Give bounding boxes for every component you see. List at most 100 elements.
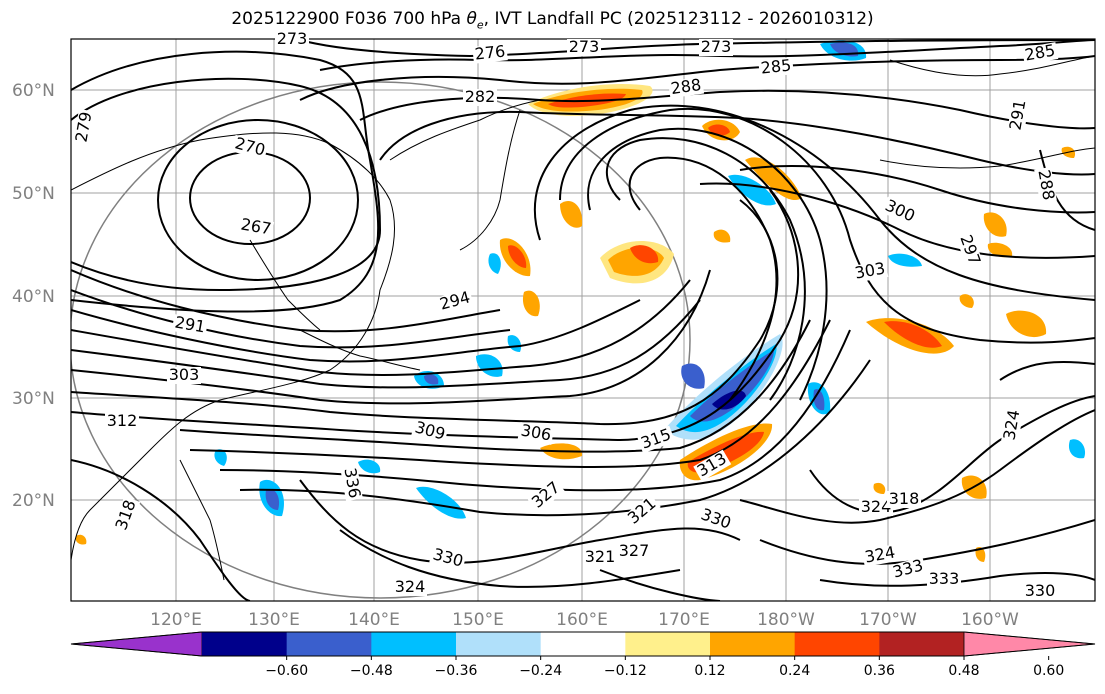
shade-patch: [987, 242, 1013, 258]
contour-line: [587, 127, 828, 401]
contour-label-bg: [859, 499, 893, 516]
contour-label: 330: [1025, 581, 1056, 600]
colorbar-segment: [625, 632, 711, 656]
contour-line: [605, 137, 806, 401]
colorbar-tick-label: 0.36: [864, 663, 895, 679]
contour-label-bg: [105, 413, 139, 430]
lon-label-160w: 160°W: [961, 610, 1019, 630]
shade-patch: [265, 489, 280, 510]
contour-label-bg: [696, 505, 735, 534]
contour-label-bg: [668, 76, 705, 99]
contour-line: [71, 459, 251, 601]
contour-line: [71, 289, 511, 349]
contour-label: 324: [395, 577, 426, 596]
colorbar-segment: [286, 632, 372, 656]
contour-label-bg: [927, 571, 961, 588]
contour-line: [71, 299, 641, 363]
contour-label: 285: [760, 55, 792, 77]
contour-label-bg: [758, 57, 794, 78]
lat-label-40: 40°N: [12, 287, 55, 307]
shade-patch: [424, 374, 439, 385]
lat-labels: 60°N 50°N 40°N 30°N 20°N: [12, 81, 55, 511]
contour-label-bg: [340, 464, 363, 502]
shade-patch: [690, 350, 774, 422]
contour-line: [71, 199, 779, 426]
contour-label-bg: [167, 367, 201, 384]
shade-patch: [873, 482, 886, 494]
shade-patch: [959, 294, 974, 308]
contour-label-bg: [237, 216, 275, 239]
contour-layer: [71, 39, 1095, 601]
lon-label-180w: 180°W: [757, 610, 815, 630]
contour-label: 288: [669, 75, 702, 98]
contour-label-bg: [637, 425, 676, 454]
contour-label-bg: [73, 108, 96, 146]
title-theta-sub: e: [476, 18, 484, 32]
contour-label: 333: [929, 569, 960, 588]
contour-label: 318: [889, 489, 920, 508]
contour-label-bg: [517, 422, 555, 445]
coastline: [459, 109, 521, 251]
shade-patch: [416, 486, 466, 519]
contour-label-bg: [472, 43, 508, 64]
contour-label: 282: [465, 87, 496, 106]
colorbar-tick-label: −0.48: [350, 663, 393, 679]
coastline-layer: [71, 55, 1095, 581]
shade-patch: [630, 245, 659, 264]
contour-label-bg: [861, 544, 899, 567]
contour-line: [628, 156, 778, 401]
colorbar-tick-label: 0.60: [1033, 663, 1064, 679]
contour-label-bg: [623, 493, 661, 529]
contour-label-bg: [393, 579, 427, 596]
contour-label-bg: [693, 449, 732, 482]
colorbar-tick-label: 0.48: [948, 663, 979, 679]
contour-line: [299, 55, 1095, 101]
shade-patch: [75, 534, 87, 545]
colorbar-segment: [540, 632, 626, 656]
contour-label-bg: [583, 549, 617, 566]
shade-patch: [884, 321, 942, 348]
contour-label: 327: [619, 541, 650, 560]
contour-label-bg: [699, 39, 733, 56]
coastline: [71, 132, 396, 561]
contour-line: [71, 77, 382, 292]
contour-label: 273: [277, 29, 308, 48]
contour-line: [299, 39, 1095, 58]
contour-label-bg: [411, 418, 449, 445]
contour-label-bg: [171, 314, 209, 337]
colorbar-outline: [70, 631, 1096, 657]
colorbar: [70, 631, 1096, 657]
lon-label-170e: 170°E: [658, 610, 710, 630]
shade-patch: [508, 245, 527, 268]
contour-label: 273: [701, 37, 732, 56]
colorbar-tick-label: 0.12: [694, 663, 725, 679]
colorbar-tick-label: −0.36: [435, 663, 478, 679]
shade-patch: [214, 449, 227, 466]
contour-line: [739, 409, 1095, 524]
contour-label-bg: [887, 491, 921, 508]
contour-label: 276: [474, 41, 506, 63]
coastline: [299, 329, 421, 371]
colorbar-segment: [202, 632, 288, 656]
coastline: [889, 55, 1095, 77]
contour-label-bg: [1001, 406, 1024, 444]
shade-patch: [476, 354, 503, 377]
contour-label-bg: [567, 39, 601, 56]
contour-label: 303: [169, 365, 200, 384]
contour-line: [239, 359, 871, 517]
lon-label-130e: 130°E: [248, 610, 300, 630]
colorbar-ticks: −0.60 −0.48 −0.36 −0.24 −0.12 0.12 0.24 0.36 0.4…: [265, 656, 1064, 679]
contour-line: [599, 569, 721, 601]
colorbar-tick-label: −0.12: [604, 663, 647, 679]
contour-label-bg: [851, 260, 889, 283]
lat-label-50: 50°N: [12, 184, 55, 204]
lat-label-30: 30°N: [12, 389, 55, 409]
contour-label-bg: [1023, 583, 1057, 600]
contour-label-bg: [112, 496, 141, 535]
coastline: [389, 99, 541, 161]
figure-title: 2025122900 F036 700 hPa θe, IVT Landfall…: [0, 9, 1105, 31]
lat-label-20: 20°N: [12, 491, 55, 511]
contour-label: 321: [585, 547, 616, 566]
contour-line: [999, 360, 1095, 381]
